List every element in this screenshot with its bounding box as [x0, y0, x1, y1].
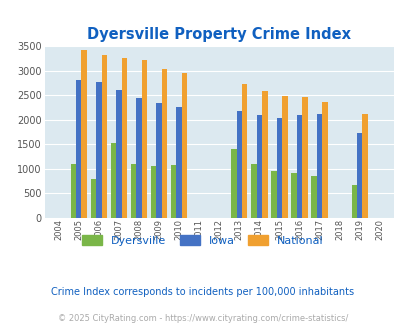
Bar	[76, 80, 81, 218]
Bar	[311, 176, 316, 218]
Bar	[141, 60, 147, 218]
Bar	[262, 91, 267, 218]
Bar	[241, 84, 247, 218]
Bar	[181, 73, 187, 218]
Bar	[251, 164, 256, 218]
Title: Dyersville Property Crime Index: Dyersville Property Crime Index	[87, 27, 350, 42]
Bar	[256, 115, 262, 218]
Bar	[356, 133, 362, 218]
Bar	[230, 149, 236, 218]
Bar	[316, 115, 322, 218]
Bar	[276, 118, 281, 218]
Text: Crime Index corresponds to incidents per 100,000 inhabitants: Crime Index corresponds to incidents per…	[51, 287, 354, 297]
Bar	[271, 171, 276, 218]
Bar	[362, 115, 367, 218]
Bar	[70, 164, 76, 218]
Text: © 2025 CityRating.com - https://www.cityrating.com/crime-statistics/: © 2025 CityRating.com - https://www.city…	[58, 314, 347, 323]
Bar	[90, 179, 96, 218]
Legend: Dyersville, Iowa, National: Dyersville, Iowa, National	[78, 231, 327, 250]
Bar	[111, 143, 116, 218]
Bar	[122, 58, 127, 218]
Bar	[171, 165, 176, 218]
Bar	[176, 107, 181, 218]
Bar	[136, 98, 141, 218]
Bar	[161, 69, 167, 218]
Bar	[301, 97, 307, 218]
Bar	[322, 102, 327, 218]
Bar	[351, 185, 356, 218]
Bar	[116, 90, 121, 218]
Bar	[151, 166, 156, 218]
Bar	[130, 164, 136, 218]
Bar	[81, 50, 87, 218]
Bar	[236, 111, 241, 218]
Bar	[296, 115, 301, 218]
Bar	[96, 82, 101, 218]
Bar	[291, 173, 296, 218]
Bar	[281, 96, 287, 218]
Bar	[156, 103, 161, 218]
Bar	[101, 54, 107, 218]
